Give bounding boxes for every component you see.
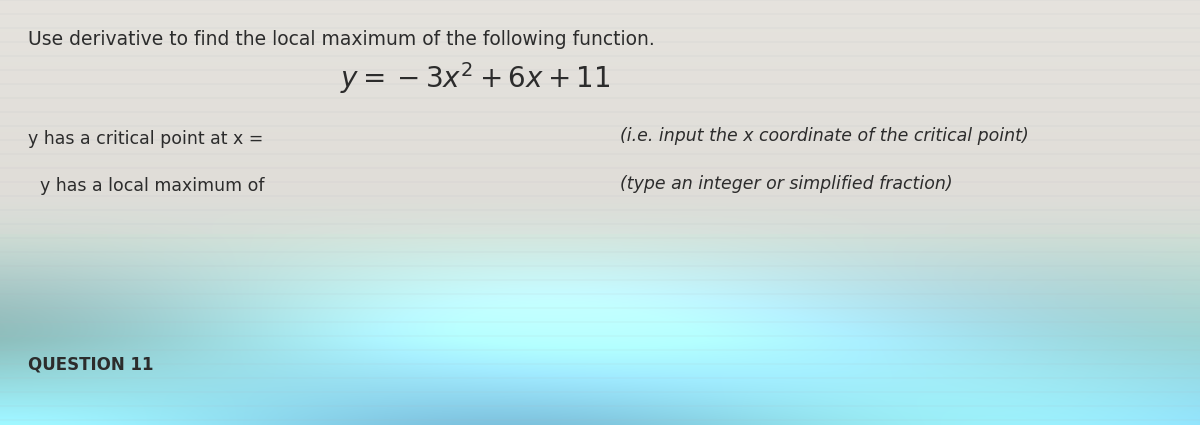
Text: $y = -3x^2 + 6x + 11$: $y = -3x^2 + 6x + 11$ <box>340 60 611 96</box>
Text: y has a local maximum of: y has a local maximum of <box>40 177 264 195</box>
Text: Use derivative to find the local maximum of the following function.: Use derivative to find the local maximum… <box>28 30 655 49</box>
Text: (i.e. input the x coordinate of the critical point): (i.e. input the x coordinate of the crit… <box>620 127 1028 145</box>
Text: QUESTION 11: QUESTION 11 <box>28 355 154 373</box>
Text: y has a critical point at x =: y has a critical point at x = <box>28 130 263 148</box>
Text: (type an integer or simplified fraction): (type an integer or simplified fraction) <box>620 175 953 193</box>
